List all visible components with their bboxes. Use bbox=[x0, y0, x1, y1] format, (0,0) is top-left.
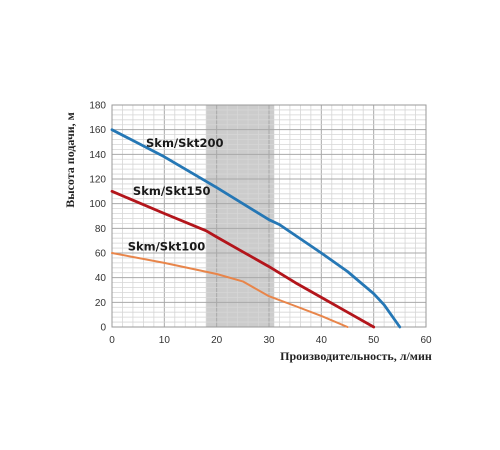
series-label-0: Skm/Skt200 bbox=[146, 136, 224, 150]
x-tick-label: 60 bbox=[420, 335, 432, 346]
y-tick-label: 80 bbox=[95, 224, 107, 235]
series-label-1: Skm/Skt150 bbox=[133, 184, 211, 198]
y-tick-label: 20 bbox=[95, 298, 107, 309]
x-tick-label: 10 bbox=[159, 335, 171, 346]
x-tick-label: 50 bbox=[368, 335, 380, 346]
plot-border bbox=[111, 104, 427, 328]
series-line-2 bbox=[111, 252, 349, 328]
x-tick-label: 40 bbox=[316, 335, 328, 346]
y-tick-label: 160 bbox=[89, 125, 106, 136]
series-layer bbox=[110, 128, 402, 329]
y-tick-label: 60 bbox=[95, 249, 107, 260]
x-tick-label: 30 bbox=[263, 335, 275, 346]
y-tick-label: 0 bbox=[100, 323, 106, 334]
x-axis-title: Производительность, л/мин bbox=[280, 349, 432, 363]
series-labels: Skm/Skt200 Skm/Skt150 Skm/Skt100 bbox=[128, 136, 224, 254]
y-tick-label: 120 bbox=[89, 175, 106, 186]
series-line-0 bbox=[110, 128, 402, 329]
series-line-1 bbox=[110, 189, 376, 329]
y-tick-label: 140 bbox=[89, 150, 106, 161]
x-tick-label: 20 bbox=[211, 335, 223, 346]
y-axis-title: Высота подачи, м bbox=[63, 112, 77, 208]
x-tick-label: 0 bbox=[109, 335, 115, 346]
y-tick-label: 180 bbox=[89, 101, 106, 112]
tick-labels: 0 10 20 30 40 50 60 0 20 40 60 80 100 120 140 160 180 bbox=[89, 101, 432, 347]
series-label-2: Skm/Skt100 bbox=[128, 240, 206, 254]
y-tick-label: 40 bbox=[95, 273, 107, 284]
y-tick-label: 100 bbox=[89, 199, 106, 210]
